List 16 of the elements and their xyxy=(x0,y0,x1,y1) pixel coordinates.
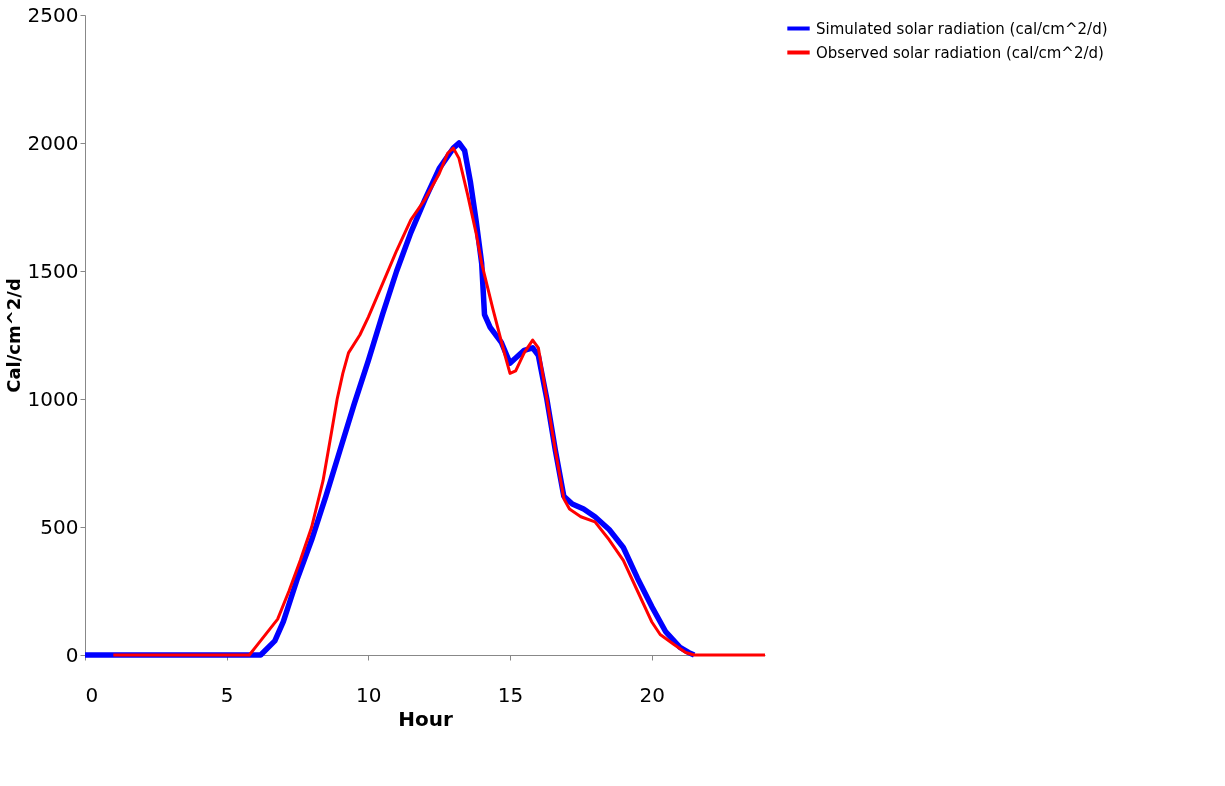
x-axis-title: Hour xyxy=(398,706,453,731)
x-tick-label: 15 xyxy=(497,682,524,707)
line-series xyxy=(111,146,767,657)
x-tick-label: 0 xyxy=(85,682,99,707)
x-tick-label: 10 xyxy=(356,682,382,707)
y-tick-label: 500 xyxy=(40,514,79,539)
y-tick-label: 2500 xyxy=(27,2,79,27)
y-axis-title: Cal/cm^2/d xyxy=(2,278,24,393)
y-tick-label: 0 xyxy=(65,642,79,667)
x-tick-label: 5 xyxy=(220,682,234,707)
legend-label: Observed solar radiation (cal/cm^2/d) xyxy=(816,43,1104,62)
x-tick-label: 20 xyxy=(639,682,665,707)
y-tick-label: 2000 xyxy=(27,130,79,155)
y-tick-label: 1000 xyxy=(27,386,79,411)
legend-label: Simulated solar radiation (cal/cm^2/d) xyxy=(816,19,1108,38)
y-tick-label: 1500 xyxy=(27,258,79,283)
